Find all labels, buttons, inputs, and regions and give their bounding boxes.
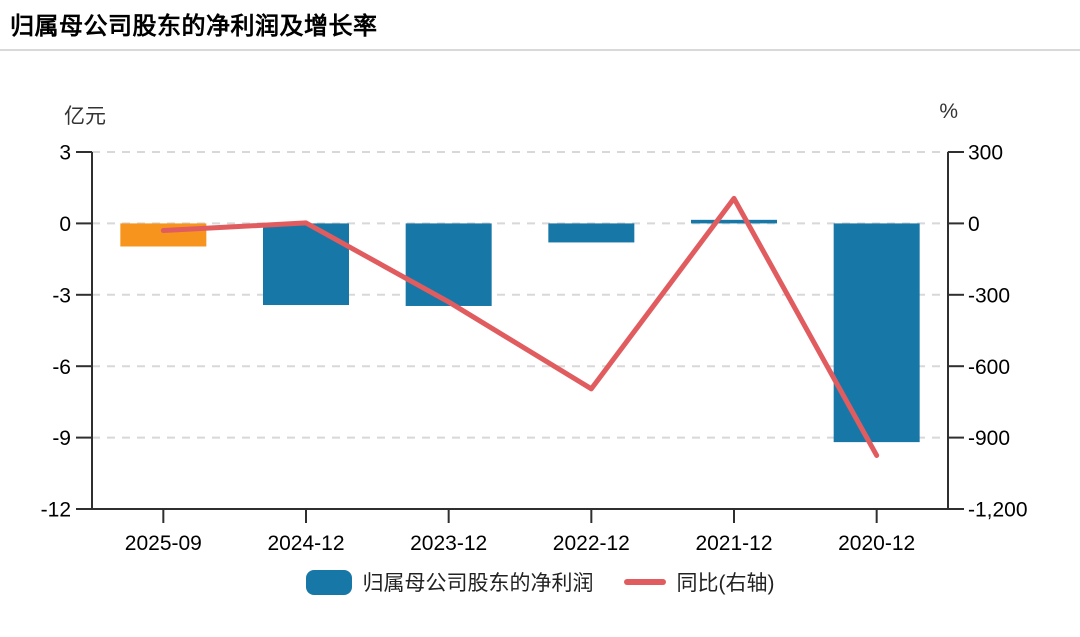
right-axis-unit: % — [939, 100, 958, 123]
right-axis-tick-label: 300 — [968, 142, 1003, 165]
chart-title: 归属母公司股东的净利润及增长率 — [10, 13, 378, 40]
line-series-swatch-icon — [623, 579, 666, 585]
net-profit-bar[interactable] — [405, 223, 492, 306]
left-axis-tick-label: -9 — [52, 427, 71, 450]
right-axis-tick-label: 0 — [968, 213, 980, 236]
title-divider — [0, 49, 1080, 51]
chart-legend: 归属母公司股东的净利润 同比(右轴) — [0, 565, 1080, 599]
x-axis-tick-label: 2021-12 — [695, 532, 772, 555]
x-axis-tick-label: 2025-09 — [125, 532, 202, 555]
left-axis-tick-label: -6 — [52, 356, 71, 379]
left-axis-tick-label: -3 — [52, 284, 71, 307]
right-axis-tick-label: -600 — [968, 356, 1010, 379]
x-axis-tick-label: 2024-12 — [267, 532, 344, 555]
left-axis-tick-label: 0 — [59, 213, 71, 236]
x-axis-tick-label: 2023-12 — [410, 532, 487, 555]
net-profit-bar[interactable] — [691, 219, 777, 224]
right-axis-tick-label: -300 — [968, 284, 1010, 307]
right-axis-tick-label: -900 — [968, 427, 1010, 450]
legend-item-net-profit[interactable]: 归属母公司股东的净利润 — [305, 567, 594, 597]
legend-bar-label: 归属母公司股东的净利润 — [362, 572, 594, 595]
yoy-growth-line[interactable] — [160, 195, 880, 458]
legend-line-label: 同比(右轴) — [676, 572, 775, 595]
left-axis-unit: 亿元 — [64, 105, 106, 128]
right-axis-tick-label: -1,200 — [968, 499, 1028, 522]
bar-series-swatch-icon — [305, 569, 352, 595]
net-profit-bar[interactable] — [263, 223, 349, 306]
legend-item-yoy-growth[interactable]: 同比(右轴) — [623, 567, 775, 597]
x-axis-tick-label: 2020-12 — [838, 532, 915, 555]
left-axis-tick-label: -12 — [41, 499, 71, 522]
left-axis-tick-label: 3 — [59, 142, 71, 165]
x-axis-tick-label: 2022-12 — [553, 532, 630, 555]
net-profit-bar[interactable] — [548, 223, 635, 243]
net-profit-bar[interactable] — [833, 223, 920, 443]
